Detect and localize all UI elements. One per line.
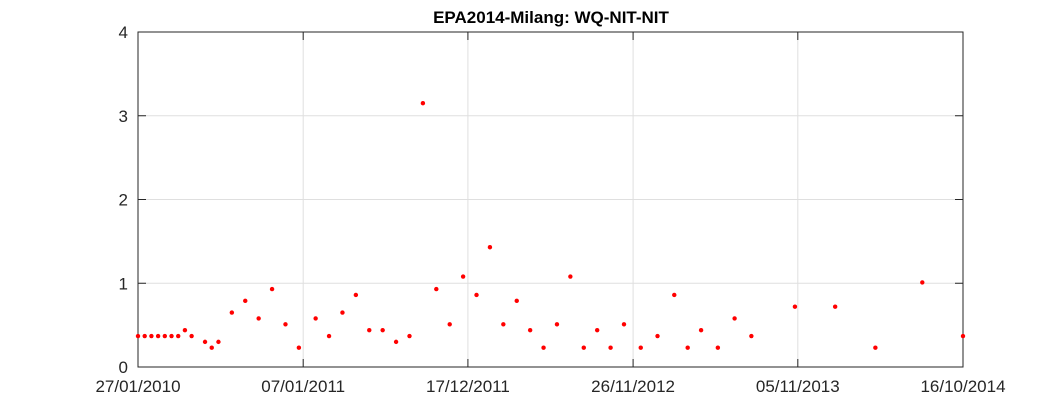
y-axis-tick-labels: 0 1 2 3 4 <box>119 23 128 377</box>
data-point <box>142 333 147 339</box>
data-point <box>749 333 754 339</box>
data-point <box>216 339 221 345</box>
data-point <box>367 327 372 333</box>
data-point <box>296 345 302 350</box>
data-point <box>960 333 966 339</box>
data-point <box>474 292 479 298</box>
chart-title: EPA2014-Milang: WQ-NIT-NIT <box>433 8 669 27</box>
data-point <box>202 339 208 345</box>
data-point <box>209 345 214 350</box>
data-point <box>568 274 573 279</box>
x-tick-label: 07/01/2011 <box>261 377 345 396</box>
x-tick-label: 16/10/2014 <box>920 377 1005 396</box>
data-point <box>832 304 838 309</box>
data-point <box>447 322 452 327</box>
data-point <box>340 310 345 315</box>
y-tick-label: 3 <box>119 107 128 126</box>
data-point <box>149 333 154 339</box>
data-point <box>135 333 141 339</box>
x-tick-label: 05/11/2013 <box>756 377 840 396</box>
data-point <box>672 292 677 298</box>
data-point <box>792 304 798 309</box>
data-point <box>326 333 332 339</box>
data-point <box>698 327 704 333</box>
data-point <box>380 327 385 333</box>
data-point <box>594 327 600 333</box>
data-point <box>527 327 533 333</box>
data-point <box>313 316 318 321</box>
data-point <box>393 339 399 345</box>
data-point <box>920 280 925 285</box>
data-point <box>176 333 181 339</box>
data-point <box>873 345 878 350</box>
y-tick-label: 2 <box>119 191 128 210</box>
data-point <box>162 333 168 339</box>
data-point <box>715 345 721 350</box>
data-point <box>581 345 586 350</box>
data-point <box>420 100 426 106</box>
y-tick-label: 1 <box>119 274 128 293</box>
data-point <box>283 322 288 327</box>
data-point <box>269 286 275 292</box>
data-point <box>621 322 627 327</box>
data-point <box>155 333 161 339</box>
data-point <box>169 333 174 339</box>
data-point <box>732 316 737 321</box>
data-point <box>487 245 493 250</box>
data-point <box>407 333 412 339</box>
x-tick-label: 26/11/2012 <box>591 377 675 396</box>
x-tick-label: 17/12/2011 <box>426 377 510 396</box>
data-point <box>501 322 506 327</box>
y-tick-label: 4 <box>119 23 128 42</box>
y-tick-label: 0 <box>119 358 128 377</box>
axis-ticks <box>137 31 964 368</box>
data-point <box>685 345 690 350</box>
data-point <box>256 316 261 321</box>
data-point <box>434 286 439 292</box>
data-point <box>353 292 359 298</box>
data-points <box>135 100 966 350</box>
data-point <box>182 327 188 333</box>
data-point <box>243 298 248 304</box>
data-point <box>514 298 519 304</box>
data-point <box>638 345 643 350</box>
data-point <box>655 333 660 339</box>
data-point <box>229 310 235 315</box>
data-point <box>554 322 560 327</box>
data-point <box>541 345 546 350</box>
data-point <box>189 333 194 339</box>
data-point <box>460 274 466 279</box>
x-tick-label: 27/01/2010 <box>95 377 180 396</box>
grid-lines <box>138 32 963 367</box>
data-point <box>608 345 613 350</box>
x-axis-tick-labels: 27/01/2010 07/01/2011 17/12/2011 26/11/2012… <box>95 377 1005 396</box>
